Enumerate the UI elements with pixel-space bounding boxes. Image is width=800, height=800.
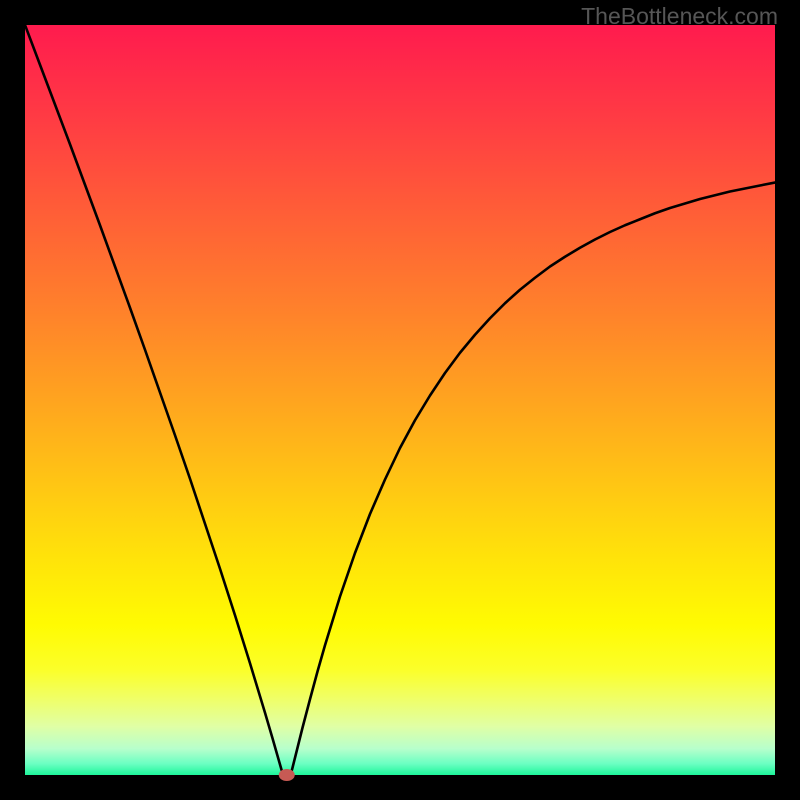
plot-background <box>25 25 775 775</box>
bottleneck-chart <box>0 0 800 800</box>
chart-frame: TheBottleneck.com <box>0 0 800 800</box>
optimum-marker <box>279 769 295 781</box>
